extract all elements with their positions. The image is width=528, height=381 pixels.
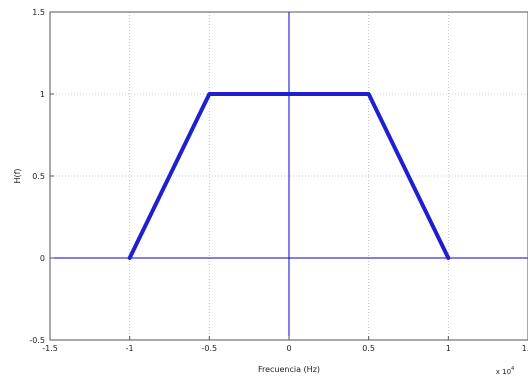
- x-tick-label-4: 0.5: [362, 344, 375, 353]
- series-line-0: [127, 92, 451, 260]
- x-tick-label-6: 1.5: [522, 344, 528, 353]
- x-tick-label-1: -1: [126, 344, 134, 353]
- y-ticks: -0.5 0 0.5 1 1.5: [29, 8, 54, 345]
- y-tick-label-4: 1.5: [32, 8, 45, 17]
- y-tick-label-0: -0.5: [29, 336, 45, 345]
- series-group: [127, 92, 451, 260]
- x-tick-label-0: -1.5: [42, 344, 58, 353]
- x-multiplier-exponent: 4: [511, 366, 514, 372]
- x-multiplier-label: x 104: [496, 366, 514, 376]
- y-tick-label-1: 0: [40, 254, 45, 263]
- y-tick-label-2: 0.5: [32, 172, 45, 181]
- x-tick-label-5: 1: [446, 344, 451, 353]
- x-multiplier-base: x 10: [496, 368, 511, 376]
- y-axis-label: H(f): [13, 168, 22, 183]
- x-axis-label: Frecuencia (Hz): [258, 365, 320, 374]
- x-tick-label-3: 0: [286, 344, 291, 353]
- x-ticks: -1.5 -1 -0.5 0 0.5 1 1.5: [42, 336, 528, 353]
- x-tick-label-2: -0.5: [202, 344, 218, 353]
- y-tick-label-3: 1: [40, 90, 45, 99]
